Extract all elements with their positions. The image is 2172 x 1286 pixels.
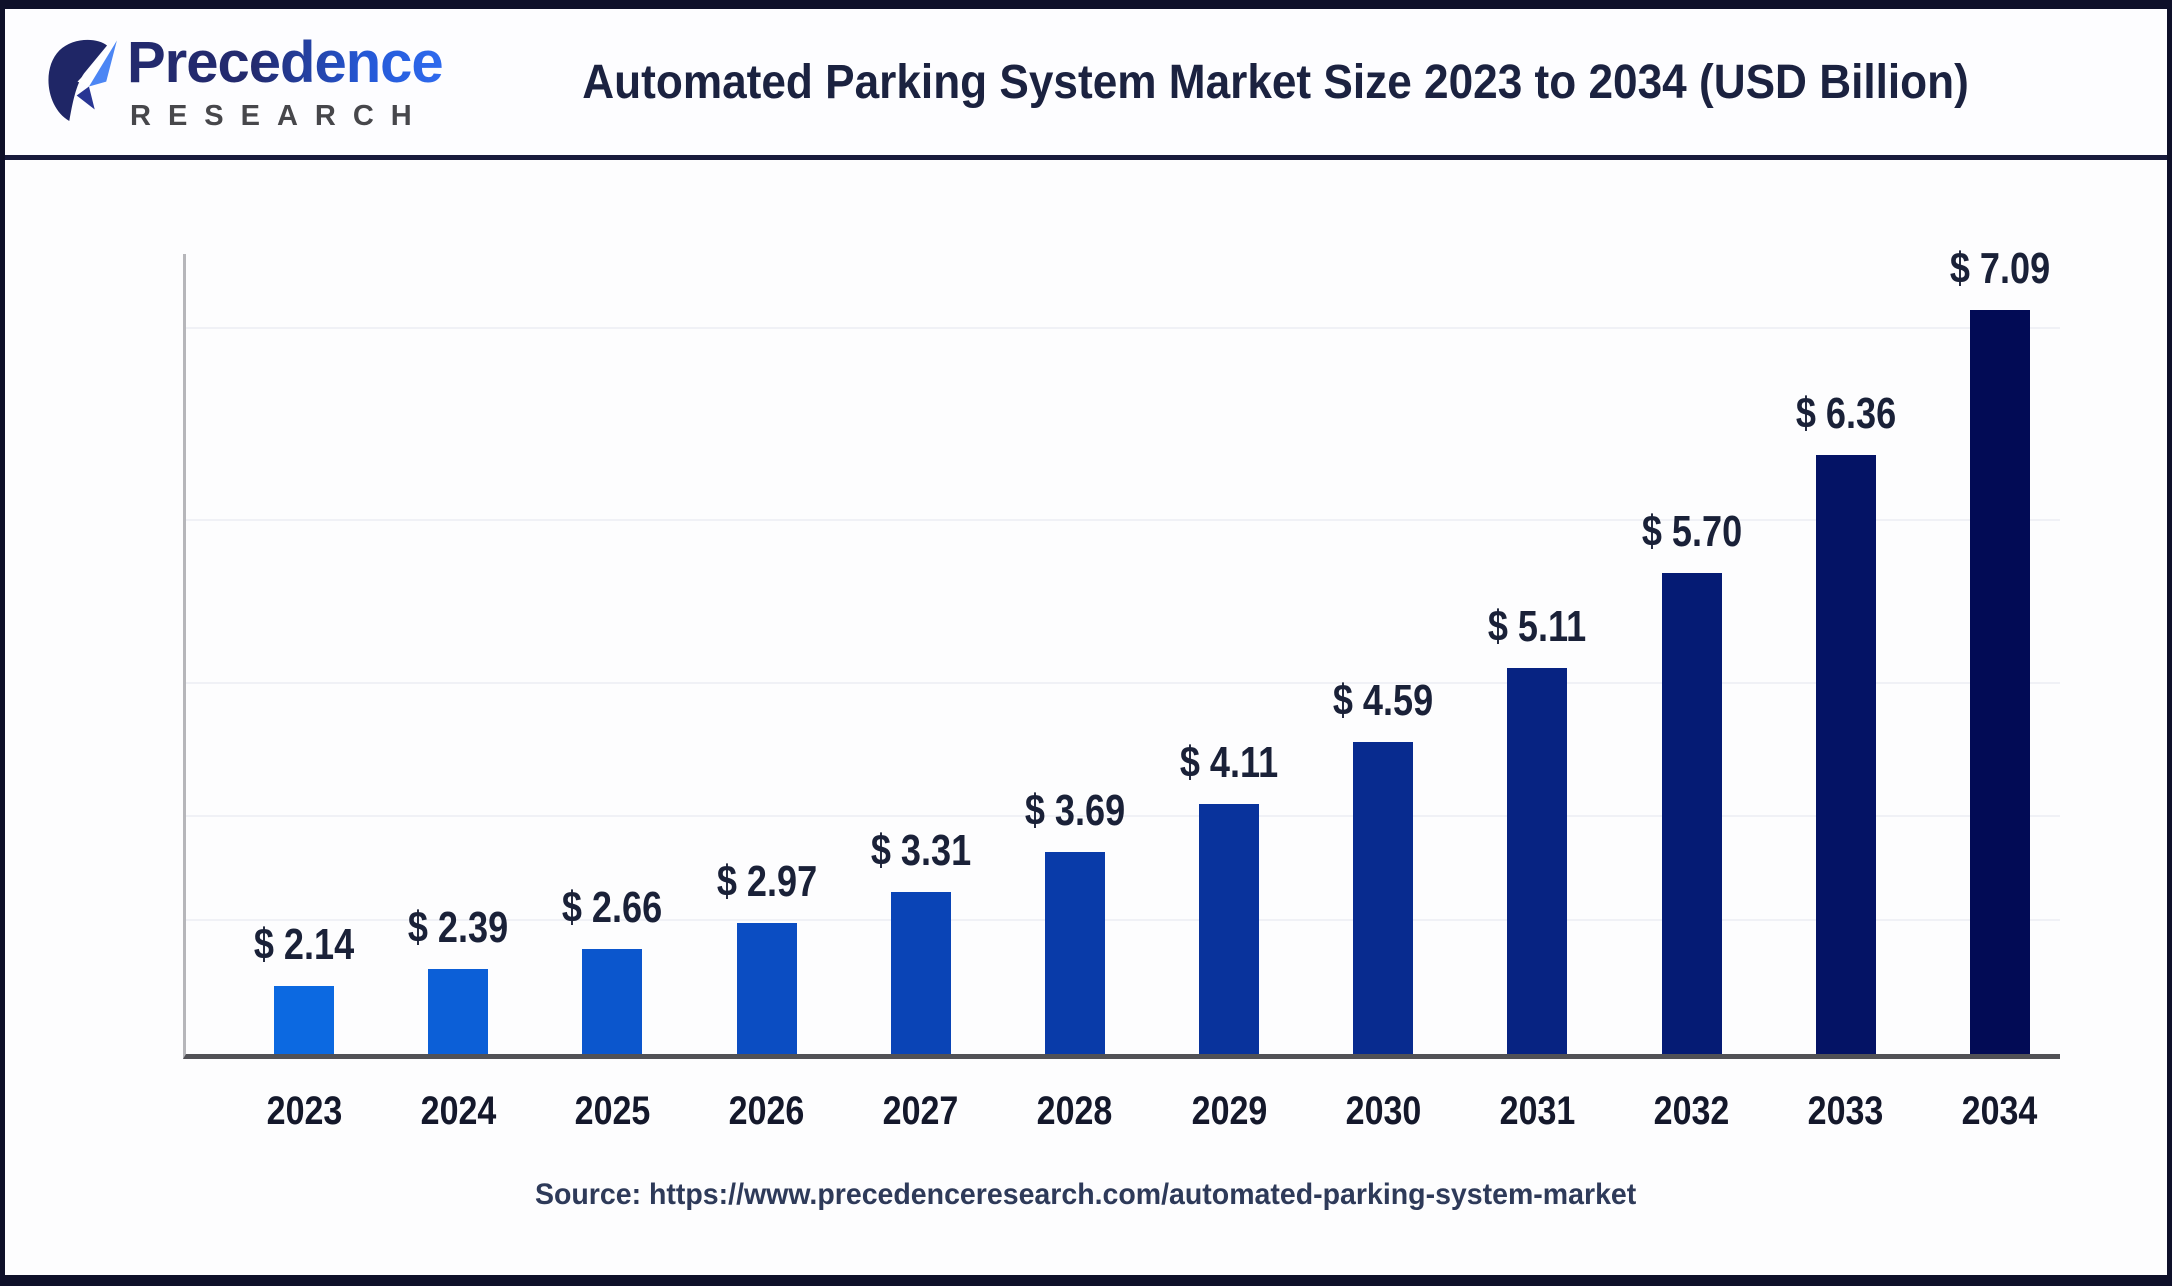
year-label-text: 2034 bbox=[1962, 1089, 2038, 1133]
value-label-2034: $ 7.09 bbox=[1949, 244, 2051, 293]
value-label-2032: $ 5.70 bbox=[1641, 507, 1742, 556]
year-label-text: 2032 bbox=[1653, 1089, 1730, 1133]
year-label-2031: 2031 bbox=[1500, 1089, 1576, 1134]
value-label-2026: $ 2.97 bbox=[716, 857, 817, 906]
title-wrap: Automated Parking System Market Size 202… bbox=[385, 55, 2167, 110]
bar-slot-2034: $ 7.09 bbox=[1950, 244, 2050, 1054]
bar-2025 bbox=[582, 949, 643, 1054]
value-label-2033: $ 6.36 bbox=[1795, 389, 1896, 438]
bar-slot-2023: $ 2.14 bbox=[254, 254, 354, 1054]
gridline bbox=[186, 682, 2060, 684]
chart-title: Automated Parking System Market Size 202… bbox=[582, 55, 1970, 109]
bar-slot-2025: $ 2.66 bbox=[562, 254, 663, 1054]
bar-slot-2032: $ 5.70 bbox=[1641, 254, 1742, 1054]
bar-slot-2030: $ 4.59 bbox=[1333, 254, 1433, 1054]
bar-2028 bbox=[1044, 852, 1105, 1054]
bar-2023 bbox=[274, 986, 334, 1054]
bar-2024 bbox=[428, 969, 489, 1054]
bar-slot-2031: $ 5.11 bbox=[1488, 254, 1587, 1054]
year-label-2034: 2034 bbox=[1962, 1089, 2038, 1134]
year-label-2033: 2033 bbox=[1808, 1089, 1884, 1134]
bar-2029 bbox=[1199, 804, 1260, 1054]
value-label-2030: $ 4.59 bbox=[1333, 676, 1434, 725]
year-label-text: 2025 bbox=[574, 1089, 651, 1133]
bar-slot-2029: $ 4.11 bbox=[1180, 254, 1278, 1054]
year-label-text: 2029 bbox=[1191, 1089, 1267, 1133]
bar-slot-2027: $ 3.31 bbox=[871, 254, 971, 1054]
bar-2032 bbox=[1661, 573, 1722, 1054]
year-label-2023: 2023 bbox=[266, 1089, 342, 1134]
precedence-logo-icon bbox=[48, 39, 117, 121]
logo-text: Precedence RESEARCH bbox=[127, 29, 444, 132]
year-label-text: 2027 bbox=[882, 1089, 959, 1133]
year-label-2032: 2032 bbox=[1654, 1089, 1730, 1134]
bar-2027 bbox=[890, 892, 951, 1054]
logo-brand: Precedence bbox=[127, 29, 444, 95]
x-axis-labels: 2023 2024 2025 2026 2027 2028 2029 2030 2031 2032… bbox=[186, 1089, 2060, 1134]
year-label-text: 2028 bbox=[1037, 1089, 1113, 1133]
year-label-2027: 2027 bbox=[883, 1089, 959, 1134]
logo-subtitle: RESEARCH bbox=[130, 99, 429, 132]
bar-slot-2028: $ 3.69 bbox=[1025, 254, 1125, 1054]
year-label-2026: 2026 bbox=[729, 1089, 805, 1134]
year-label-text: 2030 bbox=[1345, 1089, 1422, 1133]
source-wrap: Source: https://www.precedenceresearch.c… bbox=[5, 1178, 2167, 1212]
year-label-2024: 2024 bbox=[420, 1089, 496, 1134]
value-label-2025: $ 2.66 bbox=[562, 883, 663, 932]
bars-container: $ 2.14 $ 2.39 $ 2.66 $ 2.97 $ 3.31 $ 3.69 $ 4.… bbox=[186, 244, 2060, 1054]
gridline bbox=[186, 519, 2060, 521]
value-label-2027: $ 3.31 bbox=[870, 826, 971, 875]
year-label-text: 2031 bbox=[1499, 1089, 1576, 1133]
bar-2034 bbox=[1969, 310, 2030, 1054]
year-label-text: 2026 bbox=[728, 1089, 805, 1133]
bar-slot-2033: $ 6.36 bbox=[1796, 254, 1896, 1054]
gridline bbox=[186, 327, 2060, 329]
year-label-text: 2024 bbox=[420, 1089, 496, 1133]
value-label-2023: $ 2.14 bbox=[253, 920, 355, 969]
plot-area: $ 2.14 $ 2.39 $ 2.66 $ 2.97 $ 3.31 $ 3.69 $ 4.… bbox=[183, 244, 2060, 1059]
header: Precedence RESEARCH Automated Parking Sy… bbox=[5, 9, 2167, 160]
source-text: Source: https://www.precedenceresearch.c… bbox=[535, 1178, 1637, 1211]
bar-2026 bbox=[736, 923, 797, 1054]
year-label-2025: 2025 bbox=[575, 1089, 651, 1134]
year-label-text: 2023 bbox=[266, 1089, 342, 1133]
bar-slot-2026: $ 2.97 bbox=[716, 254, 817, 1054]
year-label-2030: 2030 bbox=[1345, 1089, 1421, 1134]
value-label-2028: $ 3.69 bbox=[1024, 786, 1126, 835]
value-label-2031: $ 5.11 bbox=[1488, 602, 1587, 651]
bar-slot-2024: $ 2.39 bbox=[408, 254, 508, 1054]
page-frame: Precedence RESEARCH Automated Parking Sy… bbox=[5, 9, 2167, 1275]
gridline bbox=[186, 815, 2060, 817]
bar-2033 bbox=[1815, 455, 1876, 1054]
year-label-text: 2033 bbox=[1807, 1089, 1884, 1133]
year-label-2029: 2029 bbox=[1191, 1089, 1267, 1134]
bar-2030 bbox=[1353, 742, 1414, 1054]
logo: Precedence RESEARCH bbox=[5, 33, 444, 131]
gridline bbox=[186, 919, 2060, 921]
bar-2031 bbox=[1507, 668, 1568, 1054]
year-label-2028: 2028 bbox=[1037, 1089, 1113, 1134]
value-label-2029: $ 4.11 bbox=[1179, 738, 1279, 787]
value-label-2024: $ 2.39 bbox=[408, 903, 509, 952]
